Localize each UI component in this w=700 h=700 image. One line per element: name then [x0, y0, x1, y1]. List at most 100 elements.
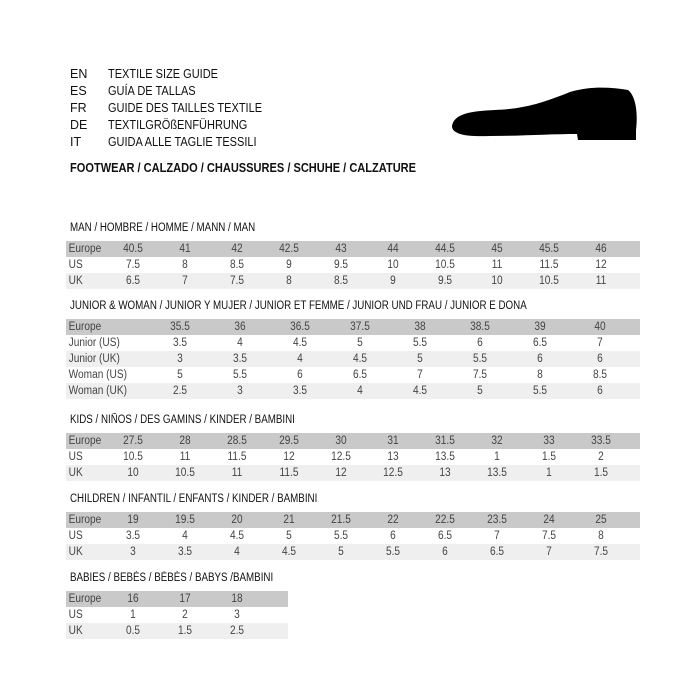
language-code: EN [70, 67, 88, 81]
row-label: Europe [68, 514, 102, 526]
size-cell: 4 [182, 530, 188, 542]
size-cell: 1.5 [541, 451, 557, 463]
size-cell: 5 [417, 353, 423, 365]
size-cell: 21.5 [331, 514, 351, 526]
size-cell: 6.5 [532, 337, 548, 349]
table-row: US 3.5 4 4.5 5 5.5 6 6.5 7 7.5 8 [66, 528, 640, 544]
language-title: GUÍA DE TALLAS [108, 84, 196, 98]
size-cell: 11 [179, 451, 191, 463]
table-header-row: Europe 35.5 36 36.5 37.5 38 38.5 39 40 [66, 319, 640, 335]
size-cell: 1 [130, 609, 136, 621]
size-cell: 11 [491, 259, 503, 271]
size-cell: 9 [286, 259, 292, 271]
size-cell: 7.5 [472, 369, 488, 381]
size-cell: 6 [297, 369, 303, 381]
size-cell: 38 [414, 321, 426, 333]
size-cell: 4 [237, 337, 243, 349]
size-cell: 17 [179, 593, 191, 605]
table-header-row: Europe 27.5 28 28.5 29.5 30 31 31.5 32 33 33.5 [66, 433, 640, 449]
size-cell: 4.5 [412, 385, 428, 397]
row-label: US [68, 609, 83, 621]
size-cell: 10 [387, 259, 399, 271]
size-cell: 10 [127, 467, 139, 479]
size-cell: 7 [417, 369, 423, 381]
size-cell: 4.5 [352, 353, 368, 365]
table-row: Junior (UK) 3 3.5 4 4.5 5 5.5 6 6 [66, 351, 640, 367]
size-cell: 1.5 [177, 625, 193, 637]
table-row: UK 3 3.5 4 4.5 5 5.5 6 6.5 7 7.5 [66, 544, 640, 560]
section-title: BABIES / BEBÉS / BÉBÉS / BABYS /BAMBINI [70, 572, 274, 584]
row-label: UK [68, 275, 83, 287]
table-row: Woman (US) 5 5.5 6 6.5 7 7.5 8 8.5 [66, 367, 640, 383]
language-title: GUIDE DES TAILLES TEXTILE [108, 101, 263, 115]
language-code: IT [70, 135, 82, 149]
size-cell: 19.5 [175, 514, 195, 526]
size-cell: 11.5 [279, 467, 299, 479]
size-table: Europe 16 17 18 US 1 2 3 UK 0.5 1.5 2.5 [66, 591, 288, 639]
size-cell: 1.5 [593, 467, 609, 479]
size-cell: 40 [594, 321, 606, 333]
size-cell: 44.5 [435, 243, 455, 255]
section-title: KIDS / NIÑOS / DES GAMINS / KINDER / BAM… [70, 414, 295, 426]
size-table: Europe 27.5 28 28.5 29.5 30 31 31.5 32 33 33.5 US 10… [66, 433, 640, 481]
size-cell: 12 [283, 451, 295, 463]
size-cell: 8 [537, 369, 543, 381]
row-label: UK [68, 625, 83, 637]
size-cell: 6.5 [352, 369, 368, 381]
size-cell: 29.5 [279, 435, 299, 447]
size-cell: 35.5 [170, 321, 190, 333]
size-cell: 5.5 [412, 337, 428, 349]
language-code: DE [70, 118, 88, 132]
size-cell: 7.5 [593, 546, 609, 558]
size-table: Europe 35.5 36 36.5 37.5 38 38.5 39 40 Junior (US… [66, 319, 640, 399]
size-cell: 39 [534, 321, 546, 333]
size-cell: 5.5 [472, 353, 488, 365]
section-title: MAN / HOMBRE / HOMME / MANN / MAN [70, 222, 256, 234]
size-cell: 10.5 [539, 275, 559, 287]
size-cell: 40.5 [123, 243, 143, 255]
size-cell: 3.5 [177, 546, 193, 558]
size-cell: 30 [335, 435, 347, 447]
language-line: FR GUIDE DES TAILLES TEXTILE [70, 100, 283, 117]
language-title: TEXTILGRÖßENFÜHRUNG [108, 118, 248, 132]
size-cell: 6 [442, 546, 448, 558]
table-row: US 1 2 3 [66, 607, 288, 623]
language-line: ES GUÍA DE TALLAS [70, 83, 208, 100]
size-cell: 3 [130, 546, 136, 558]
language-line: DE TEXTILGRÖßENFÜHRUNG [70, 117, 266, 134]
size-cell: 46 [595, 243, 607, 255]
table-header-row: Europe 40.5 41 42 42.5 43 44 44.5 45 45.5 46 [66, 241, 640, 257]
size-cell: 20 [231, 514, 243, 526]
size-cell: 1 [546, 467, 552, 479]
row-label: Woman (US) [68, 369, 127, 381]
size-cell: 8 [286, 275, 292, 287]
size-cell: 13 [387, 451, 399, 463]
section-title: CHILDREN / INFANTIL / ENFANTS / KINDER /… [70, 493, 318, 505]
size-cell: 2 [182, 609, 188, 621]
size-cell: 31.5 [435, 435, 455, 447]
size-cell: 6 [597, 353, 603, 365]
size-cell: 5.5 [532, 385, 548, 397]
size-cell: 9 [390, 275, 396, 287]
table-header-row: Europe 16 17 18 [66, 591, 288, 607]
row-label: US [68, 259, 83, 271]
language-title: GUIDA ALLE TAGLIE TESSILI [108, 135, 257, 149]
size-cell: 6 [597, 385, 603, 397]
size-cell: 3.5 [232, 353, 248, 365]
language-line: IT GUIDA ALLE TAGLIE TESSILI [70, 134, 277, 151]
language-code: ES [70, 84, 87, 98]
size-cell: 1 [494, 451, 500, 463]
row-label: US [68, 530, 83, 542]
row-label: Europe [68, 243, 102, 255]
size-cell: 8.5 [229, 259, 245, 271]
size-cell: 4.5 [229, 530, 245, 542]
size-cell: 13.5 [487, 467, 507, 479]
table-row: Junior (US) 3.5 4 4.5 5 5.5 6 6.5 7 [66, 335, 640, 351]
size-cell: 6.5 [125, 275, 141, 287]
size-cell: 7 [494, 530, 500, 542]
size-cell: 11.5 [227, 451, 247, 463]
size-cell: 7 [182, 275, 188, 287]
size-cell: 4 [297, 353, 303, 365]
size-cell: 37.5 [350, 321, 370, 333]
size-cell: 8 [182, 259, 188, 271]
